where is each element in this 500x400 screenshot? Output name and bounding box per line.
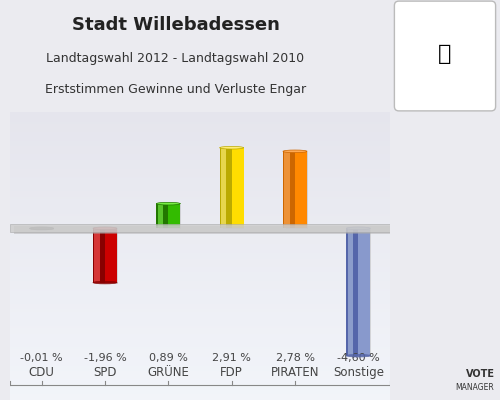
Text: -1,96 %: -1,96 % bbox=[84, 353, 126, 363]
Ellipse shape bbox=[283, 150, 307, 153]
Text: SPD: SPD bbox=[93, 366, 117, 379]
Bar bbox=[105, 228, 117, 282]
Text: 0,89 %: 0,89 % bbox=[149, 353, 188, 363]
Bar bbox=[168, 204, 180, 228]
Text: 2,91 %: 2,91 % bbox=[212, 353, 251, 363]
Bar bbox=[10, 224, 390, 232]
Bar bbox=[14, 226, 394, 234]
Ellipse shape bbox=[156, 202, 180, 205]
Ellipse shape bbox=[30, 227, 54, 230]
Ellipse shape bbox=[93, 281, 117, 284]
Text: -4,60 %: -4,60 % bbox=[337, 353, 380, 363]
Ellipse shape bbox=[220, 146, 244, 149]
Text: Stadt Willebadessen: Stadt Willebadessen bbox=[72, 16, 280, 34]
Text: 🐴: 🐴 bbox=[438, 44, 452, 64]
Bar bbox=[221, 148, 226, 228]
Bar bbox=[223, 149, 244, 230]
Text: FDP: FDP bbox=[220, 366, 243, 379]
Text: Sonstige: Sonstige bbox=[333, 366, 384, 379]
Bar bbox=[96, 230, 118, 284]
Text: Landtagswahl 2012 - Landtagswahl 2010: Landtagswahl 2012 - Landtagswahl 2010 bbox=[46, 52, 304, 65]
Bar bbox=[295, 151, 307, 228]
Text: PIRATEN: PIRATEN bbox=[271, 366, 320, 379]
Text: GRÜNE: GRÜNE bbox=[148, 366, 190, 379]
Bar bbox=[158, 204, 163, 228]
Bar bbox=[286, 152, 308, 230]
FancyBboxPatch shape bbox=[394, 1, 496, 111]
Bar bbox=[350, 230, 371, 357]
Bar bbox=[283, 151, 295, 228]
Ellipse shape bbox=[30, 227, 54, 230]
Bar bbox=[348, 228, 353, 356]
Ellipse shape bbox=[346, 354, 370, 357]
Text: VOTE: VOTE bbox=[466, 369, 494, 378]
Bar bbox=[358, 228, 370, 356]
Bar bbox=[93, 228, 105, 282]
Bar bbox=[94, 228, 100, 282]
Text: 2,78 %: 2,78 % bbox=[276, 353, 314, 363]
Text: CDU: CDU bbox=[28, 366, 54, 379]
Text: Erststimmen Gewinne und Verluste Engar: Erststimmen Gewinne und Verluste Engar bbox=[45, 83, 306, 96]
Bar bbox=[346, 228, 358, 356]
Bar bbox=[284, 151, 290, 228]
Ellipse shape bbox=[346, 227, 370, 230]
Text: MANAGER: MANAGER bbox=[456, 384, 494, 392]
Bar bbox=[156, 204, 168, 228]
Text: -0,01 %: -0,01 % bbox=[20, 353, 63, 363]
Bar bbox=[160, 205, 181, 230]
Ellipse shape bbox=[93, 227, 117, 230]
Bar bbox=[232, 148, 243, 228]
Bar bbox=[220, 148, 232, 228]
